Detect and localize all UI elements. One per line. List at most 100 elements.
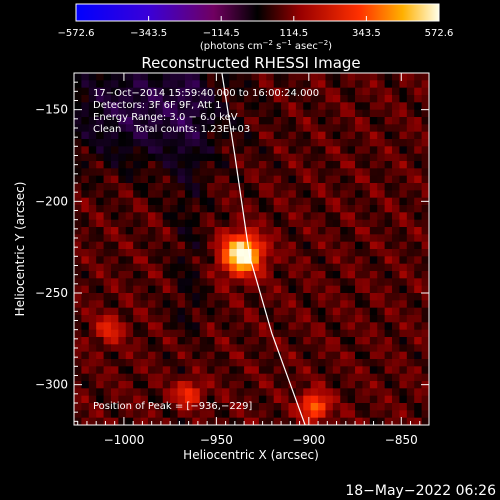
image-pixel bbox=[177, 293, 186, 301]
image-pixel bbox=[318, 395, 326, 404]
image-pixel bbox=[310, 80, 319, 89]
image-pixel bbox=[421, 307, 429, 316]
image-pixel bbox=[414, 307, 423, 316]
image-pixel bbox=[369, 381, 378, 389]
image-pixel bbox=[340, 373, 349, 382]
image-pixel bbox=[414, 168, 423, 177]
image-pixel bbox=[332, 278, 341, 287]
image-pixel bbox=[244, 337, 252, 345]
image-pixel bbox=[347, 403, 356, 411]
date-stamp: 18−May−2022 06:26 bbox=[345, 483, 496, 499]
image-pixel bbox=[421, 263, 429, 272]
image-pixel bbox=[281, 190, 289, 199]
image-pixel bbox=[310, 285, 319, 294]
image-pixel bbox=[392, 344, 400, 353]
image-pixel bbox=[399, 153, 408, 162]
image-pixel bbox=[103, 271, 112, 279]
image-pixel bbox=[399, 241, 408, 250]
image-pixel bbox=[170, 212, 178, 221]
image-pixel bbox=[347, 410, 356, 419]
image-pixel bbox=[184, 322, 193, 331]
image-pixel bbox=[192, 161, 201, 169]
image-pixel bbox=[266, 234, 275, 243]
image-pixel bbox=[125, 73, 134, 81]
image-pixel bbox=[347, 80, 356, 89]
image-pixel bbox=[103, 366, 112, 375]
image-pixel bbox=[221, 388, 230, 397]
image-pixel bbox=[295, 168, 304, 177]
image-pixel bbox=[88, 337, 97, 345]
image-pixel bbox=[229, 285, 238, 294]
image-pixel bbox=[192, 80, 201, 89]
image-pixel bbox=[406, 139, 415, 147]
image-pixel bbox=[199, 197, 208, 206]
image-pixel bbox=[392, 80, 400, 89]
image-pixel bbox=[384, 241, 393, 250]
image-pixel bbox=[133, 307, 141, 316]
image-pixel bbox=[325, 219, 334, 228]
image-pixel bbox=[325, 256, 334, 265]
image-pixel bbox=[140, 300, 149, 309]
image-pixel bbox=[214, 219, 223, 228]
image-pixel bbox=[177, 403, 186, 411]
image-pixel bbox=[332, 73, 341, 81]
image-pixel bbox=[177, 388, 186, 397]
image-pixel bbox=[147, 234, 156, 243]
image-pixel bbox=[288, 388, 297, 397]
image-pixel bbox=[421, 139, 429, 147]
image-pixel bbox=[355, 344, 363, 353]
image-pixel bbox=[147, 146, 156, 155]
image-pixel bbox=[414, 271, 423, 279]
image-pixel bbox=[170, 139, 178, 147]
image-pixel bbox=[288, 175, 297, 184]
image-pixel bbox=[110, 190, 119, 199]
image-pixel bbox=[369, 219, 378, 228]
image-pixel bbox=[236, 168, 245, 177]
image-pixel bbox=[170, 234, 178, 243]
image-pixel bbox=[110, 161, 119, 169]
image-pixel bbox=[96, 95, 104, 103]
image-pixel bbox=[214, 278, 223, 287]
image-pixel bbox=[74, 80, 82, 89]
image-pixel bbox=[347, 219, 356, 228]
image-pixel bbox=[96, 410, 104, 419]
image-pixel bbox=[192, 388, 201, 397]
image-pixel bbox=[392, 227, 400, 235]
image-pixel bbox=[192, 351, 201, 360]
image-pixel bbox=[347, 131, 356, 140]
image-pixel bbox=[251, 102, 260, 111]
image-pixel bbox=[258, 95, 267, 103]
image-pixel bbox=[192, 197, 201, 206]
image-pixel bbox=[399, 197, 408, 206]
image-pixel bbox=[406, 146, 415, 155]
image-pixel bbox=[147, 249, 156, 257]
image-pixel bbox=[251, 381, 260, 389]
image-pixel bbox=[88, 351, 97, 360]
image-pixel bbox=[155, 131, 164, 140]
image-pixel bbox=[110, 153, 119, 162]
image-pixel bbox=[355, 381, 363, 389]
image-pixel bbox=[88, 410, 97, 419]
image-pixel bbox=[140, 124, 149, 133]
image-pixel bbox=[310, 124, 319, 133]
image-pixel bbox=[110, 73, 119, 81]
image-pixel bbox=[295, 322, 304, 331]
image-pixel bbox=[347, 73, 356, 81]
image-pixel bbox=[281, 256, 289, 265]
image-pixel bbox=[221, 161, 230, 169]
image-pixel bbox=[199, 190, 208, 199]
image-pixel bbox=[266, 410, 275, 419]
image-pixel bbox=[295, 300, 304, 309]
image-pixel bbox=[406, 271, 415, 279]
image-pixel bbox=[81, 293, 90, 301]
image-pixel bbox=[355, 183, 363, 191]
image-pixel bbox=[236, 102, 245, 111]
image-pixel bbox=[236, 322, 245, 331]
image-pixel bbox=[74, 403, 82, 411]
image-pixel bbox=[133, 366, 141, 375]
image-pixel bbox=[414, 417, 423, 425]
image-pixel bbox=[421, 344, 429, 353]
image-pixel bbox=[140, 315, 149, 323]
image-pixel bbox=[140, 359, 149, 367]
image-pixel bbox=[310, 234, 319, 243]
